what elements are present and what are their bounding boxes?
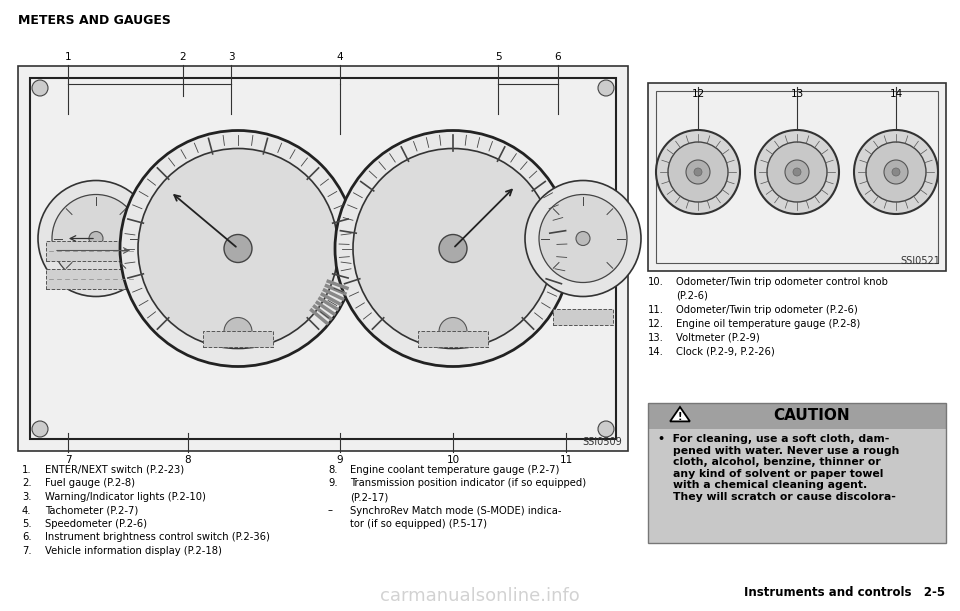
Text: 3: 3 (228, 52, 234, 62)
Text: 5: 5 (494, 52, 501, 62)
Text: tor (if so equipped) (P.5-17): tor (if so equipped) (P.5-17) (350, 519, 487, 529)
Circle shape (598, 421, 614, 437)
Text: 10: 10 (446, 455, 460, 465)
Circle shape (120, 131, 356, 367)
Circle shape (694, 168, 702, 176)
Circle shape (439, 318, 467, 345)
Bar (418, 331, 488, 346)
Circle shape (656, 130, 740, 214)
Circle shape (32, 421, 48, 437)
Circle shape (335, 131, 571, 367)
Circle shape (224, 235, 252, 263)
Text: 7.: 7. (22, 546, 32, 556)
Text: 8: 8 (184, 455, 191, 465)
Bar (203, 331, 273, 346)
Text: 7: 7 (64, 455, 71, 465)
Text: !: ! (678, 412, 683, 422)
Text: carmanualsonline.info: carmanualsonline.info (380, 587, 580, 605)
Text: SSI0521: SSI0521 (900, 256, 940, 266)
Bar (656, 91, 938, 263)
Text: CAUTION: CAUTION (774, 409, 851, 423)
Text: Transmission position indicator (if so equipped): Transmission position indicator (if so e… (350, 478, 587, 489)
Text: 9: 9 (337, 455, 344, 465)
Circle shape (89, 232, 103, 246)
Circle shape (892, 168, 900, 176)
Circle shape (138, 148, 338, 348)
Text: (P.2-17): (P.2-17) (350, 492, 388, 502)
Circle shape (884, 160, 908, 184)
Text: 10.: 10. (648, 277, 664, 287)
Text: (P.2-6): (P.2-6) (676, 291, 708, 301)
Circle shape (686, 160, 710, 184)
Text: 6.: 6. (22, 533, 32, 543)
Bar (18, 66, 628, 451)
Text: 6: 6 (555, 52, 562, 62)
Text: 3.: 3. (22, 492, 32, 502)
Text: Voltmeter (P.2-9): Voltmeter (P.2-9) (676, 333, 759, 343)
Circle shape (576, 232, 590, 246)
Text: SynchroRev Match mode (S-MODE) indica-: SynchroRev Match mode (S-MODE) indica- (350, 505, 562, 516)
Text: 2.: 2. (22, 478, 32, 489)
Circle shape (866, 142, 926, 202)
Text: Odometer/Twin trip odometer (P.2-6): Odometer/Twin trip odometer (P.2-6) (676, 305, 857, 315)
Text: 13: 13 (790, 89, 804, 99)
Text: 12.: 12. (648, 319, 664, 329)
Text: •  For cleaning, use a soft cloth, dam-
    pened with water. Never use a rough
: • For cleaning, use a soft cloth, dam- p… (658, 434, 900, 502)
Circle shape (525, 180, 641, 296)
Circle shape (767, 142, 827, 202)
Bar (46, 268, 141, 288)
Bar (30, 78, 616, 439)
Circle shape (755, 130, 839, 214)
Text: 1.: 1. (22, 465, 32, 475)
Text: 4.: 4. (22, 505, 32, 516)
Text: Clock (P.2-9, P.2-26): Clock (P.2-9, P.2-26) (676, 347, 775, 357)
Text: 14: 14 (889, 89, 902, 99)
Text: 13.: 13. (648, 333, 664, 343)
Bar (648, 429, 946, 543)
Text: 14.: 14. (648, 347, 664, 357)
Text: Fuel gauge (P.2-8): Fuel gauge (P.2-8) (45, 478, 135, 489)
Circle shape (785, 160, 809, 184)
Text: 8.: 8. (328, 465, 338, 475)
Circle shape (439, 235, 467, 263)
Bar (648, 403, 946, 429)
Text: 4: 4 (337, 52, 344, 62)
Text: 11.: 11. (648, 305, 664, 315)
Circle shape (539, 194, 627, 282)
Text: 5.: 5. (22, 519, 32, 529)
Text: ENTER/NEXT switch (P.2-23): ENTER/NEXT switch (P.2-23) (45, 465, 184, 475)
Text: Engine coolant temperature gauge (P.2-7): Engine coolant temperature gauge (P.2-7) (350, 465, 560, 475)
Text: –: – (328, 505, 333, 516)
Text: Tachometer (P.2-7): Tachometer (P.2-7) (45, 505, 138, 516)
Text: Warning/Indicator lights (P.2-10): Warning/Indicator lights (P.2-10) (45, 492, 205, 502)
Text: Vehicle information display (P.2-18): Vehicle information display (P.2-18) (45, 546, 222, 556)
Circle shape (224, 318, 252, 345)
Circle shape (668, 142, 728, 202)
Text: 9.: 9. (328, 478, 338, 489)
Circle shape (38, 180, 154, 296)
Circle shape (793, 168, 801, 176)
Circle shape (32, 80, 48, 96)
Text: Speedometer (P.2-6): Speedometer (P.2-6) (45, 519, 147, 529)
Bar (648, 403, 946, 543)
Text: METERS AND GAUGES: METERS AND GAUGES (18, 14, 171, 27)
Text: 12: 12 (691, 89, 705, 99)
Circle shape (353, 148, 553, 348)
Polygon shape (670, 407, 690, 422)
Bar (46, 241, 141, 260)
Bar (553, 309, 613, 324)
Text: Engine oil temperature gauge (P.2-8): Engine oil temperature gauge (P.2-8) (676, 319, 860, 329)
Text: Instruments and controls   2-5: Instruments and controls 2-5 (744, 586, 945, 599)
Bar (648, 83, 946, 271)
Text: Odometer/Twin trip odometer control knob: Odometer/Twin trip odometer control knob (676, 277, 888, 287)
Text: SSI0509: SSI0509 (583, 437, 622, 447)
Text: 1: 1 (64, 52, 71, 62)
Text: Instrument brightness control switch (P.2-36): Instrument brightness control switch (P.… (45, 533, 270, 543)
Text: 11: 11 (560, 455, 572, 465)
Circle shape (52, 194, 140, 282)
Circle shape (854, 130, 938, 214)
Circle shape (598, 80, 614, 96)
Text: 2: 2 (180, 52, 186, 62)
